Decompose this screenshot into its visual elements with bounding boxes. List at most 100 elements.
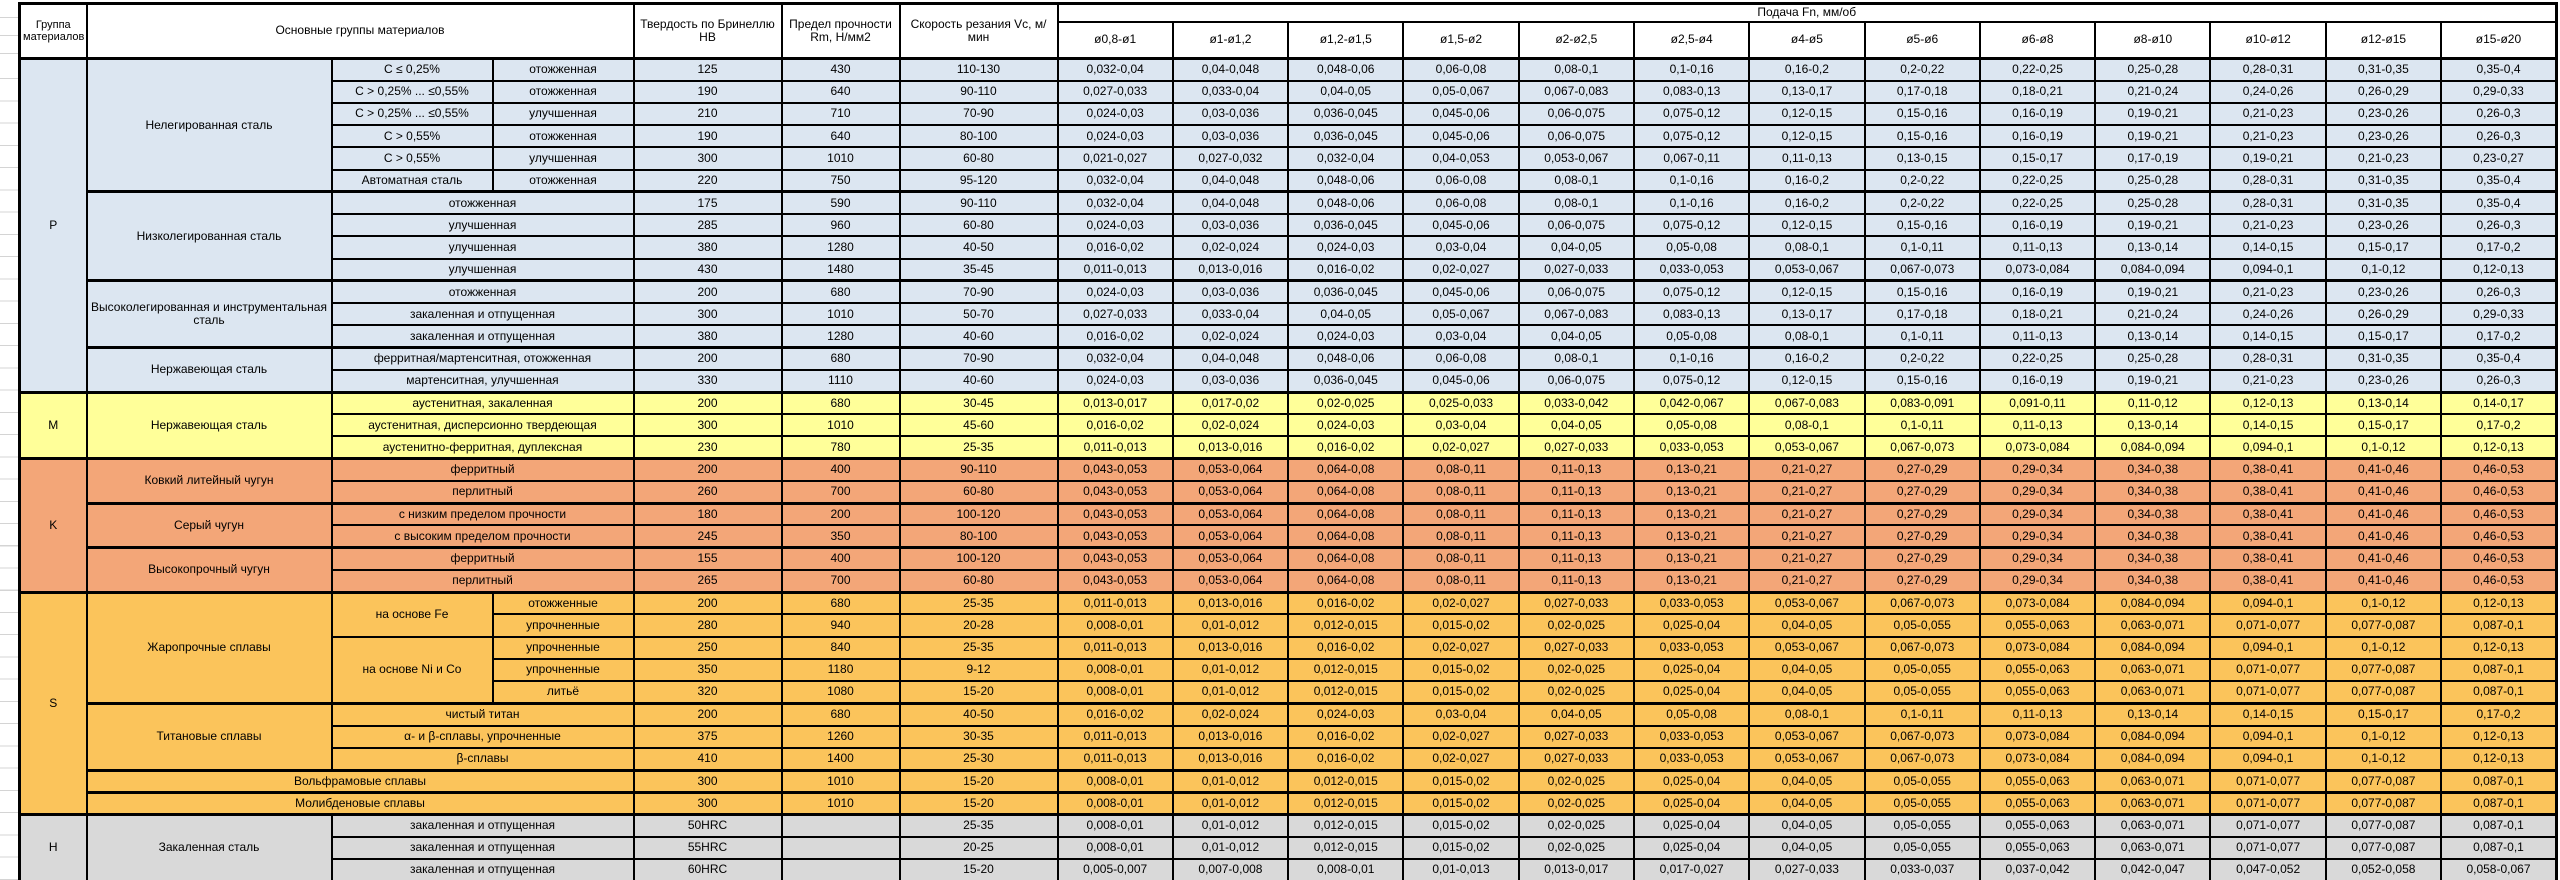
feed-cell-d12[interactable]: 0,46-0,53 (2440, 479, 2558, 505)
feed-cell-d2[interactable]: 0,064-0,08 (1287, 524, 1405, 549)
cutting-speed-cell[interactable]: 25-35 (898, 435, 1059, 460)
feed-cell-d1[interactable]: 0,01-0,012 (1171, 657, 1290, 683)
cutting-speed-cell[interactable]: 15-20 (898, 768, 1059, 794)
feed-cell-d0[interactable]: 0,032-0,04 (1056, 346, 1174, 371)
feed-cell-d4[interactable]: 0,04-0,05 (1517, 701, 1635, 727)
feed-cell-d6[interactable]: 0,16-0,2 (1748, 190, 1866, 216)
feed-cell-d9[interactable]: 0,17-0,19 (2094, 146, 2212, 171)
feed-cell-d2[interactable]: 0,036-0,045 (1287, 279, 1405, 305)
feed-cell-d8[interactable]: 0,055-0,063 (1978, 613, 2097, 638)
feed-cell-d7[interactable]: 0,083-0,091 (1863, 390, 1981, 416)
feed-cell-d10[interactable]: 0,28-0,31 (2209, 346, 2327, 371)
feed-cell-d10[interactable]: 0,12-0,13 (2209, 390, 2327, 416)
feed-cell-d7[interactable]: 0,067-0,073 (1863, 590, 1981, 616)
cutting-speed-cell[interactable]: 60-80 (898, 568, 1059, 594)
treatment-label[interactable]: упрочненные (491, 657, 635, 683)
treatment-label[interactable]: закаленная и отпущенная (330, 835, 635, 860)
hardness-cell[interactable]: 380 (632, 235, 783, 260)
treatment-label[interactable]: перлитный (330, 568, 635, 594)
cutting-speed-cell[interactable]: 60-80 (898, 479, 1059, 505)
feed-cell-d10[interactable]: 0,14-0,15 (2209, 413, 2327, 438)
feed-cell-d5[interactable]: 0,042-0,067 (1632, 390, 1751, 416)
feed-cell-d9[interactable]: 0,34-0,38 (2094, 501, 2212, 527)
feed-cell-d3[interactable]: 0,08-0,11 (1402, 479, 1520, 505)
feed-cell-d9[interactable]: 0,34-0,38 (2094, 546, 2212, 571)
feed-cell-d12[interactable]: 0,29-0,33 (2440, 302, 2558, 327)
feed-cell-d8[interactable]: 0,11-0,13 (1978, 701, 2097, 727)
feed-cell-d10[interactable]: 0,071-0,077 (2209, 613, 2327, 638)
feed-cell-d10[interactable]: 0,094-0,1 (2209, 746, 2327, 772)
feed-cell-d6[interactable]: 0,16-0,2 (1748, 168, 1866, 193)
feed-cell-d9[interactable]: 0,21-0,24 (2094, 79, 2212, 104)
feed-cell-d10[interactable]: 0,094-0,1 (2209, 724, 2327, 749)
feed-cell-d0[interactable]: 0,011-0,013 (1056, 724, 1174, 749)
feed-cell-d4[interactable]: 0,033-0,042 (1517, 390, 1635, 416)
feed-cell-d11[interactable]: 0,41-0,46 (2324, 479, 2443, 505)
feed-cell-d2[interactable]: 0,024-0,03 (1287, 413, 1405, 438)
tensile-cell[interactable]: 700 (780, 479, 901, 505)
feed-cell-d10[interactable]: 0,071-0,077 (2209, 657, 2327, 683)
feed-cell-d6[interactable]: 0,21-0,27 (1748, 501, 1866, 527)
feed-cell-d9[interactable]: 0,084-0,094 (2094, 257, 2212, 282)
feed-cell-d2[interactable]: 0,024-0,03 (1287, 235, 1405, 260)
feed-cell-d7[interactable]: 0,033-0,037 (1863, 857, 1981, 880)
tensile-cell[interactable]: 400 (780, 457, 901, 482)
feed-cell-d5[interactable]: 0,05-0,08 (1632, 701, 1751, 727)
feed-cell-d10[interactable]: 0,38-0,41 (2209, 568, 2327, 594)
feed-cell-d1[interactable]: 0,053-0,064 (1171, 501, 1290, 527)
treatment-label[interactable]: ферритный (330, 457, 635, 482)
feed-cell-d11[interactable]: 0,31-0,35 (2324, 56, 2443, 82)
spec-label[interactable]: на основе Ni и Co (330, 635, 494, 705)
tensile-cell[interactable]: 700 (780, 568, 901, 594)
feed-cell-d10[interactable]: 0,071-0,077 (2209, 835, 2327, 860)
feed-cell-d2[interactable]: 0,04-0,05 (1287, 79, 1405, 104)
feed-cell-d2[interactable]: 0,048-0,06 (1287, 168, 1405, 193)
feed-cell-d8[interactable]: 0,16-0,19 (1978, 213, 2097, 238)
feed-cell-d8[interactable]: 0,18-0,21 (1978, 79, 2097, 104)
feed-cell-d5[interactable]: 0,1-0,16 (1632, 346, 1751, 371)
feed-cell-d9[interactable]: 0,063-0,071 (2094, 613, 2212, 638)
cutting-speed-cell[interactable]: 100-120 (898, 501, 1059, 527)
feed-cell-d4[interactable]: 0,02-0,025 (1517, 768, 1635, 794)
hardness-cell[interactable]: 250 (632, 635, 783, 660)
feed-cell-d7[interactable]: 0,27-0,29 (1863, 457, 1981, 482)
treatment-label[interactable]: α- и β-сплавы, упрочненные (330, 724, 635, 749)
feed-cell-d4[interactable]: 0,06-0,075 (1517, 279, 1635, 305)
feed-cell-d12[interactable]: 0,26-0,3 (2440, 279, 2558, 305)
feed-cell-d9[interactable]: 0,25-0,28 (2094, 190, 2212, 216)
header-diameter-3[interactable]: ø1,5-ø2 (1402, 20, 1520, 60)
header-feed-fn[interactable]: Подача Fn, мм/об (1056, 2, 2558, 23)
feed-cell-d5[interactable]: 0,025-0,04 (1632, 657, 1751, 683)
spec-label[interactable]: C > 0,25% ... ≤0,55% (330, 79, 494, 104)
tensile-cell[interactable]: 680 (780, 279, 901, 305)
feed-cell-d5[interactable]: 0,067-0,11 (1632, 146, 1751, 171)
feed-cell-d5[interactable]: 0,025-0,04 (1632, 790, 1751, 816)
tensile-cell[interactable]: 1480 (780, 257, 901, 282)
feed-cell-d11[interactable]: 0,1-0,12 (2324, 257, 2443, 282)
feed-cell-d2[interactable]: 0,012-0,015 (1287, 768, 1405, 794)
feed-cell-d9[interactable]: 0,19-0,21 (2094, 213, 2212, 238)
tensile-cell[interactable]: 1010 (780, 768, 901, 794)
feed-cell-d3[interactable]: 0,02-0,027 (1402, 257, 1520, 282)
feed-cell-d1[interactable]: 0,02-0,024 (1171, 235, 1290, 260)
feed-cell-d10[interactable]: 0,21-0,23 (2209, 368, 2327, 394)
feed-cell-d5[interactable]: 0,033-0,053 (1632, 257, 1751, 282)
feed-cell-d6[interactable]: 0,21-0,27 (1748, 524, 1866, 549)
feed-cell-d2[interactable]: 0,064-0,08 (1287, 568, 1405, 594)
feed-cell-d2[interactable]: 0,032-0,04 (1287, 146, 1405, 171)
feed-cell-d12[interactable]: 0,12-0,13 (2440, 746, 2558, 772)
feed-cell-d0[interactable]: 0,043-0,053 (1056, 568, 1174, 594)
feed-cell-d0[interactable]: 0,024-0,03 (1056, 279, 1174, 305)
feed-cell-d6[interactable]: 0,11-0,13 (1748, 146, 1866, 171)
feed-cell-d4[interactable]: 0,04-0,05 (1517, 235, 1635, 260)
feed-cell-d12[interactable]: 0,35-0,4 (2440, 190, 2558, 216)
feed-cell-d11[interactable]: 0,077-0,087 (2324, 790, 2443, 816)
spec-label[interactable]: на основе Fe (330, 590, 494, 638)
cutting-speed-cell[interactable]: 15-20 (898, 680, 1059, 705)
feed-cell-d1[interactable]: 0,053-0,064 (1171, 546, 1290, 571)
feed-cell-d8[interactable]: 0,055-0,063 (1978, 812, 2097, 838)
feed-cell-d11[interactable]: 0,26-0,29 (2324, 79, 2443, 104)
tensile-cell[interactable]: 1010 (780, 302, 901, 327)
cutting-speed-cell[interactable]: 30-35 (898, 724, 1059, 749)
feed-cell-d0[interactable]: 0,011-0,013 (1056, 635, 1174, 660)
